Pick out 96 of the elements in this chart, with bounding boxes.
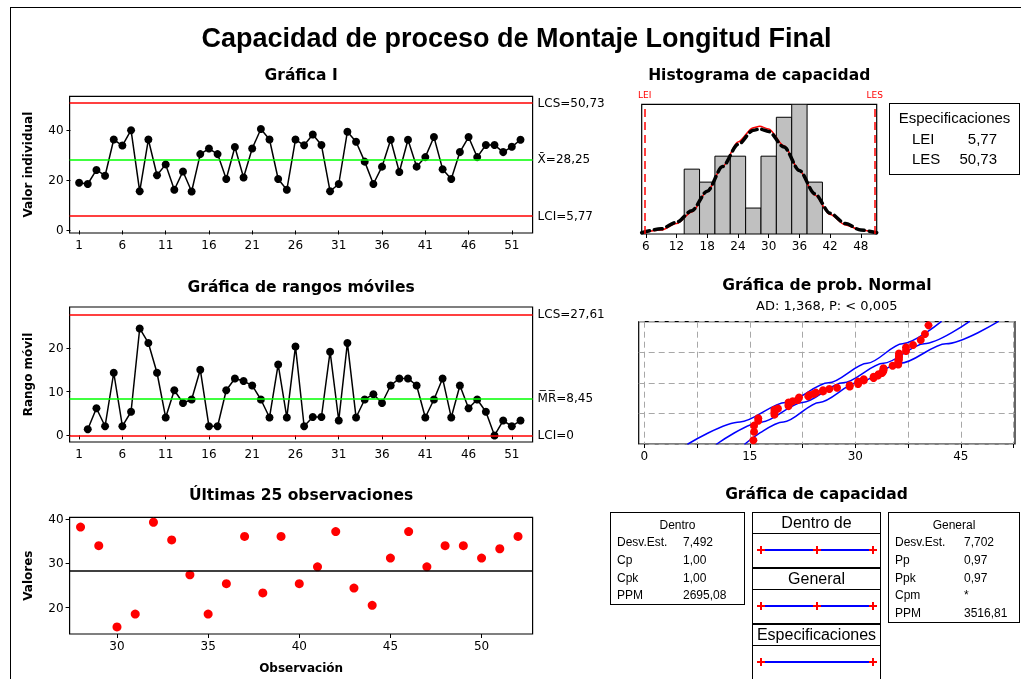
x-tick-label: 18 bbox=[699, 239, 715, 253]
x-axis-title: Observación bbox=[259, 661, 344, 675]
y-tick-label: 30 bbox=[48, 556, 64, 571]
x-tick-label: 16 bbox=[201, 447, 217, 461]
x-tick-label: 24 bbox=[730, 239, 746, 253]
y-tick-label: 10 bbox=[48, 384, 64, 399]
x-tick-label: 50 bbox=[473, 639, 490, 653]
x-tick-label: 11 bbox=[158, 447, 174, 461]
x-tick-label: 48 bbox=[853, 239, 869, 253]
text: PPM bbox=[617, 588, 644, 603]
text: 5,77 bbox=[967, 130, 997, 147]
text: Cpm bbox=[895, 588, 921, 603]
text: Capacidad de proceso de Montaje Longitud Final bbox=[201, 23, 832, 53]
x-tick-label: 46 bbox=[460, 238, 477, 252]
x-tick-label: 36 bbox=[791, 239, 808, 253]
text: * bbox=[964, 588, 969, 603]
x-tick-label: 51 bbox=[504, 238, 520, 252]
text: LES bbox=[912, 150, 941, 167]
y-tick-label: 20 bbox=[48, 600, 64, 615]
x-tick-label: 21 bbox=[244, 238, 260, 252]
x-tick-label: 36 bbox=[374, 447, 390, 461]
x-tick-label: 6 bbox=[118, 447, 127, 461]
chart-title: Últimas 25 observaciones bbox=[188, 485, 414, 504]
x-tick-label: 26 bbox=[287, 447, 304, 461]
x-tick-label: 42 bbox=[822, 239, 838, 253]
x-tick-label: 1 bbox=[75, 238, 83, 252]
text: 2695,08 bbox=[683, 588, 727, 603]
text: Cp bbox=[617, 552, 633, 567]
x-tick-label: 31 bbox=[331, 238, 347, 252]
text: Ppk bbox=[895, 570, 916, 585]
text: Dentro de bbox=[781, 514, 852, 531]
ref-line-label: LCS=27,61 bbox=[537, 307, 605, 322]
x-tick-label: 21 bbox=[244, 447, 260, 461]
chart-title: Gráfica de prob. Normal bbox=[722, 276, 932, 294]
text: General bbox=[931, 518, 977, 532]
x-tick-label: 26 bbox=[287, 238, 304, 252]
text: 7,702 bbox=[964, 535, 995, 549]
x-tick-label: 16 bbox=[201, 238, 217, 252]
x-tick-label: 6 bbox=[118, 238, 127, 252]
ref-line-label: LES bbox=[866, 89, 884, 100]
y-tick-label: 20 bbox=[48, 173, 64, 188]
text: 1,00 bbox=[683, 552, 707, 567]
ref-line-label: LCI=5,77 bbox=[537, 208, 593, 223]
text: Especificaciones bbox=[756, 626, 877, 643]
text: Desv.Est. bbox=[895, 535, 946, 549]
ref-line-label: X̄=28,25 bbox=[537, 152, 591, 167]
ref-line-label: M̅R̅=8,45 bbox=[537, 390, 594, 406]
text: Especificaciones bbox=[897, 109, 1012, 126]
y-axis-title: Rango móvil bbox=[20, 332, 35, 417]
chart-title: Histograma de capacidad bbox=[648, 66, 871, 84]
text: Gráfica de capacidad bbox=[725, 485, 908, 504]
y-tick-label: 0 bbox=[55, 428, 64, 443]
x-tick-label: 30 bbox=[847, 449, 863, 463]
ref-line-label: LCS=50,73 bbox=[537, 96, 605, 111]
chart-title: Gráfica I bbox=[264, 66, 338, 84]
text: 50,73 bbox=[959, 150, 997, 167]
x-tick-label: 30 bbox=[761, 239, 777, 253]
text: PPM bbox=[895, 606, 922, 621]
y-tick-label: 40 bbox=[48, 122, 64, 137]
text: 7,492 bbox=[683, 535, 714, 549]
x-tick-label: 0 bbox=[640, 449, 649, 463]
x-tick-label: 45 bbox=[953, 449, 969, 463]
y-axis-title: Valor individual bbox=[20, 111, 35, 218]
y-tick-label: 20 bbox=[48, 340, 64, 355]
x-tick-label: 46 bbox=[460, 447, 477, 461]
text: Desv.Est. bbox=[617, 535, 668, 549]
text: Cpk bbox=[617, 570, 639, 585]
chart-title: Gráfica de rangos móviles bbox=[187, 278, 415, 296]
x-tick-label: 36 bbox=[374, 238, 390, 252]
text: Pp bbox=[895, 552, 910, 567]
x-tick-label: 51 bbox=[504, 447, 520, 461]
x-tick-label: 11 bbox=[158, 238, 174, 252]
text: LEI bbox=[912, 130, 935, 147]
x-tick-label: 30 bbox=[109, 639, 125, 653]
text: 1,00 bbox=[683, 570, 707, 585]
text: 0,97 bbox=[964, 552, 988, 567]
x-tick-label: 40 bbox=[291, 639, 307, 653]
chart-subtitle: AD: 1,368, P: < 0,005 bbox=[756, 297, 898, 313]
x-tick-label: 41 bbox=[417, 238, 433, 252]
x-tick-label: 45 bbox=[382, 639, 399, 653]
x-tick-label: 12 bbox=[668, 239, 685, 253]
y-tick-label: 40 bbox=[48, 512, 64, 527]
x-tick-label: 35 bbox=[200, 639, 216, 653]
y-axis-title: Valores bbox=[20, 550, 35, 601]
text: 0,97 bbox=[964, 570, 988, 585]
x-tick-label: 6 bbox=[641, 239, 650, 253]
x-tick-label: 41 bbox=[417, 447, 433, 461]
y-tick-label: 0 bbox=[55, 223, 64, 238]
x-tick-label: 15 bbox=[742, 449, 758, 463]
x-tick-label: 31 bbox=[331, 447, 347, 461]
text: 3516,81 bbox=[964, 606, 1008, 621]
text: Dentro bbox=[658, 518, 697, 532]
ref-line-label: LCI=0 bbox=[537, 428, 574, 443]
x-tick-label: 1 bbox=[75, 447, 83, 461]
ref-line-label: LEI bbox=[637, 89, 652, 100]
text: General bbox=[788, 570, 845, 587]
